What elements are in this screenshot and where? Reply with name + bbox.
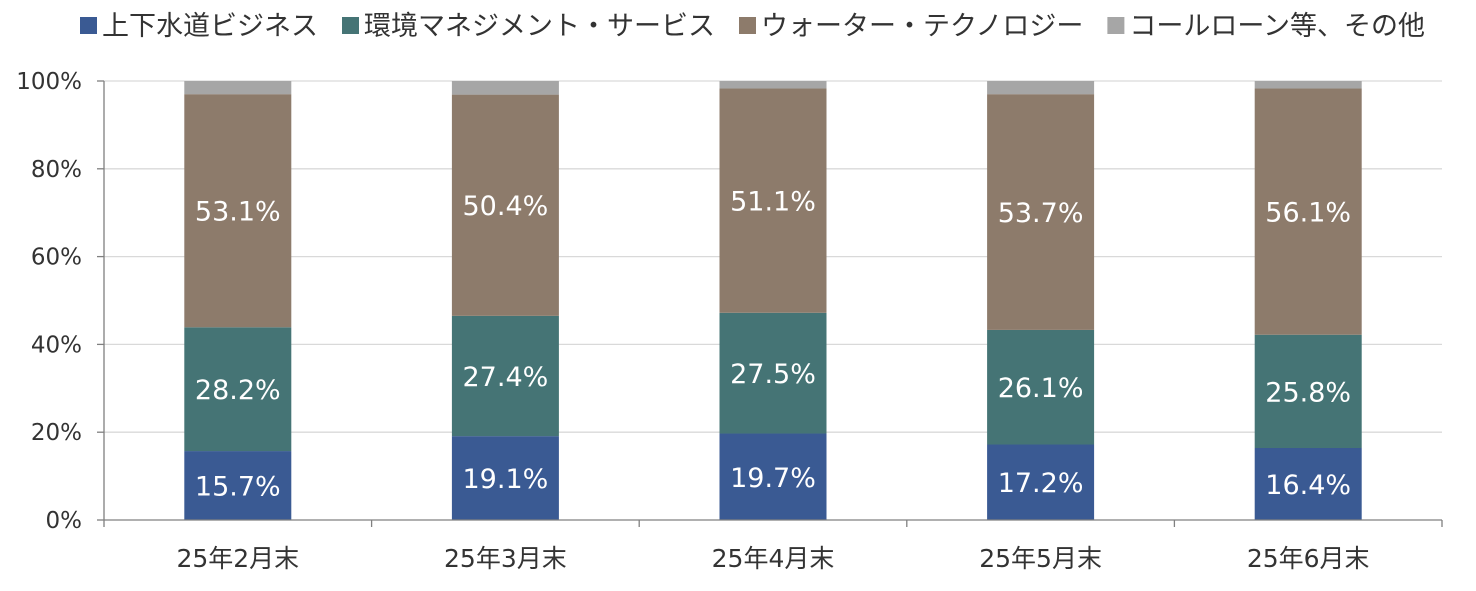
legend-label-0: 上下水道ビジネス bbox=[102, 11, 318, 42]
bar-3-series-3 bbox=[987, 81, 1095, 95]
bar-4-series-0 bbox=[1254, 448, 1362, 520]
bar-4-series-1 bbox=[1254, 334, 1362, 449]
bar-2-series-3 bbox=[719, 81, 827, 89]
bar-2-series-0 bbox=[719, 433, 827, 520]
legend: 上下水道ビジネス 環境マネジメント・サービス ウォーター・テクノロジー コールローン等… bbox=[80, 11, 1425, 42]
bar-1-series-2 bbox=[451, 94, 559, 316]
bar-0-series-3 bbox=[184, 81, 292, 95]
bar-1-series-3 bbox=[451, 81, 559, 95]
data-label-4-series-2: 56.1% bbox=[1265, 198, 1351, 229]
data-label-0-series-1: 28.2% bbox=[195, 375, 281, 406]
data-label-0-series-2: 53.1% bbox=[195, 197, 281, 228]
y-tick-label-5: 100% bbox=[16, 69, 82, 95]
bar-3-series-0 bbox=[987, 444, 1095, 520]
legend-swatch-3 bbox=[1107, 17, 1125, 34]
legend-swatch-0 bbox=[80, 17, 97, 34]
legend-swatch-1 bbox=[342, 17, 359, 34]
data-label-3-series-1: 26.1% bbox=[998, 373, 1084, 404]
data-label-2-series-0: 19.7% bbox=[730, 463, 816, 494]
data-label-2-series-2: 51.1% bbox=[730, 187, 816, 218]
legend-swatch-2 bbox=[739, 17, 756, 34]
y-tick-label-0: 0% bbox=[46, 508, 83, 534]
data-label-1-series-0: 19.1% bbox=[463, 464, 549, 495]
bars: 15.7% 28.2% 53.1% 19.1% 27.4% 50.4% 19.7% 27.5%… bbox=[184, 81, 1362, 520]
bar-4-series-3 bbox=[1254, 81, 1362, 89]
bar-0-series-1 bbox=[184, 327, 292, 452]
data-label-4-series-0: 16.4% bbox=[1265, 470, 1351, 501]
x-category-label-4: 25年6月末 bbox=[1247, 544, 1370, 573]
x-axis: 25年2月末 25年3月末 25年4月末 25年5月末 25年6月末 bbox=[103, 519, 1443, 573]
bar-1-series-0 bbox=[451, 436, 559, 520]
y-tick-label-4: 80% bbox=[31, 157, 82, 183]
y-tick-label-2: 40% bbox=[31, 332, 82, 358]
x-category-label-0: 25年2月末 bbox=[176, 544, 299, 573]
bar-0-series-0 bbox=[184, 451, 292, 520]
bar-1-series-1 bbox=[451, 315, 559, 437]
data-label-1-series-1: 27.4% bbox=[463, 362, 549, 393]
data-label-0-series-0: 15.7% bbox=[195, 472, 281, 503]
y-axis: 0% 20% 40% 60% 80% 100% bbox=[16, 69, 105, 534]
y-tick-label-3: 60% bbox=[31, 245, 82, 271]
legend-label-1: 環境マネジメント・サービス bbox=[364, 11, 715, 42]
bar-4-series-2 bbox=[1254, 88, 1362, 335]
bar-0-series-2 bbox=[184, 94, 292, 328]
bar-2-series-1 bbox=[719, 312, 827, 434]
y-tick-label-1: 20% bbox=[31, 420, 82, 446]
x-category-label-1: 25年3月末 bbox=[444, 544, 567, 573]
data-label-3-series-0: 17.2% bbox=[998, 468, 1084, 499]
x-category-label-3: 25年5月末 bbox=[979, 544, 1102, 573]
bar-3-series-1 bbox=[987, 329, 1095, 445]
legend-label-2: ウォーター・テクノロジー bbox=[761, 11, 1083, 42]
data-label-1-series-2: 50.4% bbox=[463, 191, 549, 222]
bar-3-series-2 bbox=[987, 94, 1095, 330]
x-category-label-2: 25年4月末 bbox=[712, 544, 835, 573]
data-label-4-series-1: 25.8% bbox=[1265, 377, 1351, 408]
data-label-2-series-1: 27.5% bbox=[730, 359, 816, 390]
data-label-3-series-2: 53.7% bbox=[998, 198, 1084, 229]
bar-2-series-2 bbox=[719, 88, 827, 313]
legend-label-3: コールローン等、その他 bbox=[1129, 11, 1425, 42]
